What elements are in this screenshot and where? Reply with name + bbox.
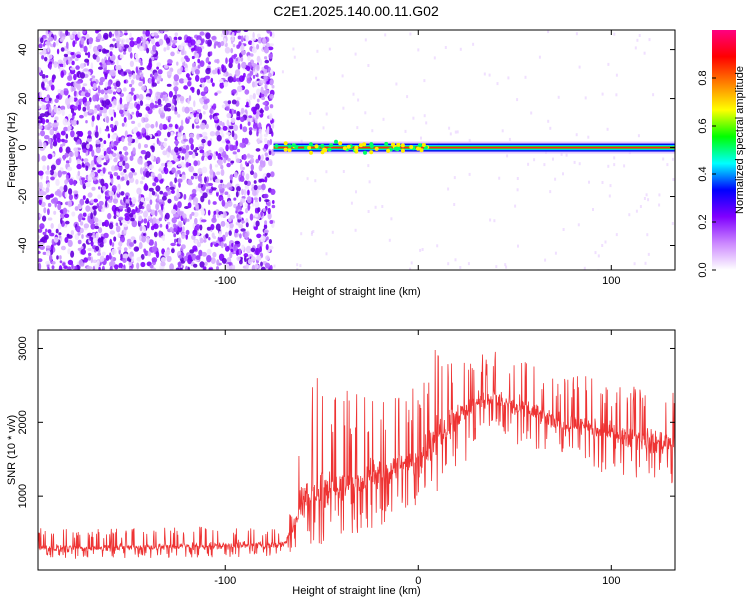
snr-x-tick-label: -100 <box>214 575 236 587</box>
spectrogram-ticks: -100 100 -40 -20 0 20 40 <box>17 30 675 287</box>
snr-line <box>38 350 675 559</box>
spectrogram-panel: -100 100 -40 -20 0 20 40 Height of straight li… <box>6 29 676 298</box>
snr-panel: -100 0 100 1000 2000 3000 Height of straight … <box>6 329 676 597</box>
spectrogram-y-tick-label: 20 <box>17 92 29 104</box>
colorbar-gradient <box>712 30 736 270</box>
spectrogram-y-axis-label: Frequency (Hz) <box>6 112 18 188</box>
spectrogram-x-tick-label: -100 <box>214 275 236 287</box>
colorbar-label: Normalized spectral amplitude <box>734 66 746 214</box>
colorbar-tick-label: 0.8 <box>697 70 709 85</box>
snr-x-tick-label: 100 <box>602 575 620 587</box>
colorbar-tick-label: 0.6 <box>697 118 709 133</box>
colorbar-tick-label: 0.0 <box>697 262 709 277</box>
snr-frame <box>37 329 676 571</box>
colorbar-ticks: 0.0 0.2 0.4 0.6 0.8 <box>697 70 716 278</box>
snr-y-axis-label: SNR (10 * v/v) <box>6 415 18 485</box>
colorbar: 0.0 0.2 0.4 0.6 0.8 Normalized spectral ampl… <box>697 30 746 278</box>
spectrogram-y-tick-label: 0 <box>17 144 29 150</box>
spectrogram-x-tick-label: 100 <box>602 275 620 287</box>
snr-y-tick-label: 2000 <box>17 410 29 434</box>
snr-series-line <box>38 350 675 559</box>
colorbar-tick-label: 0.2 <box>697 214 709 229</box>
snr-ticks: -100 0 100 1000 2000 3000 <box>17 330 675 587</box>
figure-title: C2E1.2025.140.00.11.G02 <box>273 3 439 19</box>
spectrogram-x-axis-label: Height of straight line (km) <box>292 286 420 298</box>
snr-y-tick-label: 3000 <box>17 336 29 360</box>
spectrogram-frame <box>37 29 676 271</box>
spectrogram-y-tick-label: 40 <box>17 43 29 55</box>
snr-x-axis-label: Height of straight line (km) <box>292 585 420 597</box>
spectrogram-heatmap <box>38 30 675 270</box>
spectrogram-y-tick-label: -20 <box>17 189 29 205</box>
spectrogram-y-tick-label: -40 <box>17 238 29 254</box>
colorbar-tick-label: 0.4 <box>697 166 709 181</box>
snr-y-tick-label: 1000 <box>17 484 29 508</box>
snr-x-tick-label: 0 <box>415 575 421 587</box>
